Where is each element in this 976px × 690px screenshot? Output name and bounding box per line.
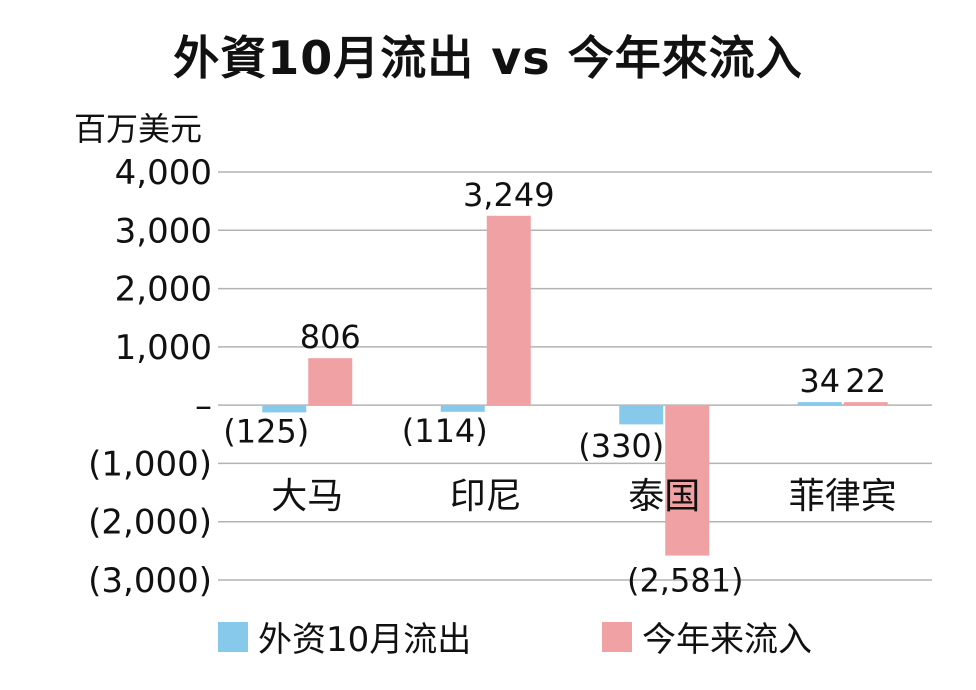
- y-tick-label: (2,000): [88, 503, 212, 543]
- bar-outflow-2: [619, 405, 664, 425]
- y-tick-label: 3,000: [115, 211, 212, 251]
- category-label: 大马: [271, 476, 343, 517]
- y-tick-label: (1,000): [88, 444, 212, 484]
- legend-swatch-outflow: [218, 621, 248, 652]
- legend-item-outflow: 外资10月流出: [218, 612, 471, 661]
- y-tick-label: (3,000): [88, 561, 212, 601]
- legend-item-inflow: 今年来流入: [602, 612, 812, 661]
- y-tick-label: 4,000: [115, 153, 212, 193]
- y-tick-labels: 4,000 3,000 2,000 1,000 – (1,000) (2,000) (3,00…: [88, 153, 212, 601]
- chart-title: 外資10月流出 vs 今年來流入: [173, 31, 803, 85]
- bar-inflow-0: [308, 358, 353, 406]
- category-label: 印尼: [450, 476, 522, 517]
- bar-inflow-2: [665, 405, 710, 556]
- data-label: 3,249: [463, 176, 555, 214]
- category-label: 泰国: [628, 476, 700, 517]
- data-label: 806: [300, 318, 361, 356]
- legend-label-inflow: 今年来流入: [642, 620, 812, 660]
- bar-inflow-1: [486, 215, 531, 406]
- y-tick-label: –: [195, 386, 212, 426]
- bar-outflow-3: [797, 402, 842, 406]
- data-label: (2,581): [627, 562, 744, 600]
- y-tick-label: 1,000: [115, 328, 212, 368]
- bar-outflow-0: [262, 405, 307, 413]
- data-label: (114): [402, 412, 488, 450]
- data-label: (330): [578, 427, 664, 465]
- bar-outflow-1: [440, 405, 485, 412]
- legend-swatch-inflow: [602, 621, 632, 652]
- legend-label-outflow: 外资10月流出: [258, 620, 472, 660]
- y-unit-label: 百万美元: [74, 110, 203, 148]
- category-label: 菲律宾: [789, 476, 897, 517]
- data-labels: (125) 806 (114) 3,249 (330) (2,581) 34 22: [223, 176, 886, 600]
- data-label: 22: [845, 362, 886, 400]
- bar-inflow-3: [843, 402, 888, 406]
- y-tick-label: 2,000: [115, 270, 212, 310]
- data-label: 34: [799, 362, 840, 400]
- bars: [262, 215, 888, 556]
- data-label: (125): [223, 412, 309, 450]
- category-labels: 大马 印尼 泰国 菲律宾: [271, 476, 897, 517]
